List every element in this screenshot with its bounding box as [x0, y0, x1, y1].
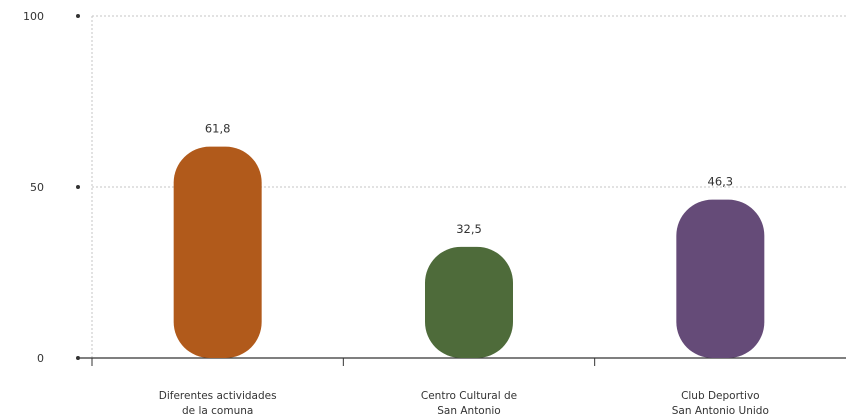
data-label: 46,3 [708, 175, 734, 189]
y-tick-label: 50 [30, 181, 44, 194]
y-axis-ticks: 0 50 100 [23, 10, 80, 365]
category-label: de la comuna [182, 405, 253, 417]
bars [173, 146, 765, 358]
data-labels: 61,8 32,5 46,3 [205, 122, 733, 236]
y-tick-mark [76, 14, 80, 18]
y-tick-mark [76, 356, 80, 360]
bar [676, 199, 765, 358]
y-tick-label: 0 [37, 352, 44, 365]
data-label: 32,5 [456, 222, 482, 236]
category-label: Centro Cultural de [421, 390, 517, 402]
bar [425, 246, 513, 358]
category-labels: Diferentes actividades de la comuna Centro… [159, 390, 769, 417]
bar [173, 146, 262, 358]
category-label: Diferentes actividades [159, 390, 277, 402]
category-label: San Antonio [437, 405, 500, 417]
y-tick-mark [76, 185, 80, 189]
y-tick-label: 100 [23, 10, 44, 23]
data-label: 61,8 [205, 122, 231, 136]
category-label: San Antonio Unido [672, 405, 769, 417]
category-label: Club Deportivo [681, 390, 760, 402]
